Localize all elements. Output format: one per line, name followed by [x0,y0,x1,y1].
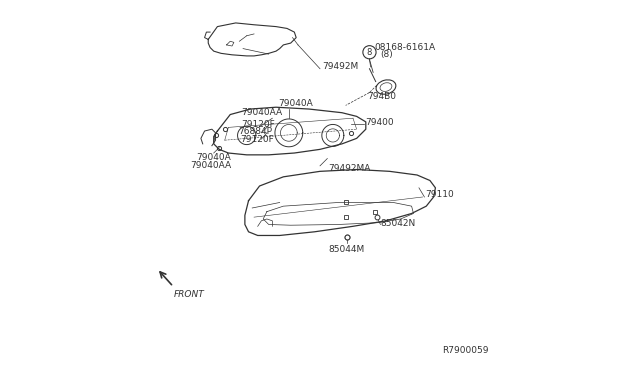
Text: 79400: 79400 [365,118,394,128]
Text: 85044M: 85044M [329,244,365,254]
Text: 79040AA: 79040AA [241,108,282,117]
Text: 8: 8 [367,48,372,57]
Text: 79120F: 79120F [241,135,274,144]
Text: 79492M: 79492M [322,62,358,71]
Text: (8): (8) [380,50,393,59]
Text: 08168-6161A: 08168-6161A [374,43,435,52]
Text: 79110: 79110 [425,190,454,199]
Text: 79120F: 79120F [241,120,275,129]
Text: 79492MA: 79492MA [328,164,371,173]
Text: 85042N: 85042N [380,219,416,228]
Text: 79040AA: 79040AA [190,161,231,170]
Text: 794B0: 794B0 [367,92,396,101]
Text: 79040A: 79040A [278,99,312,108]
Text: 79040A: 79040A [196,153,231,162]
Text: FRONT: FRONT [173,291,204,299]
Text: R7900059: R7900059 [442,346,488,355]
Text: 76884P: 76884P [239,127,273,136]
